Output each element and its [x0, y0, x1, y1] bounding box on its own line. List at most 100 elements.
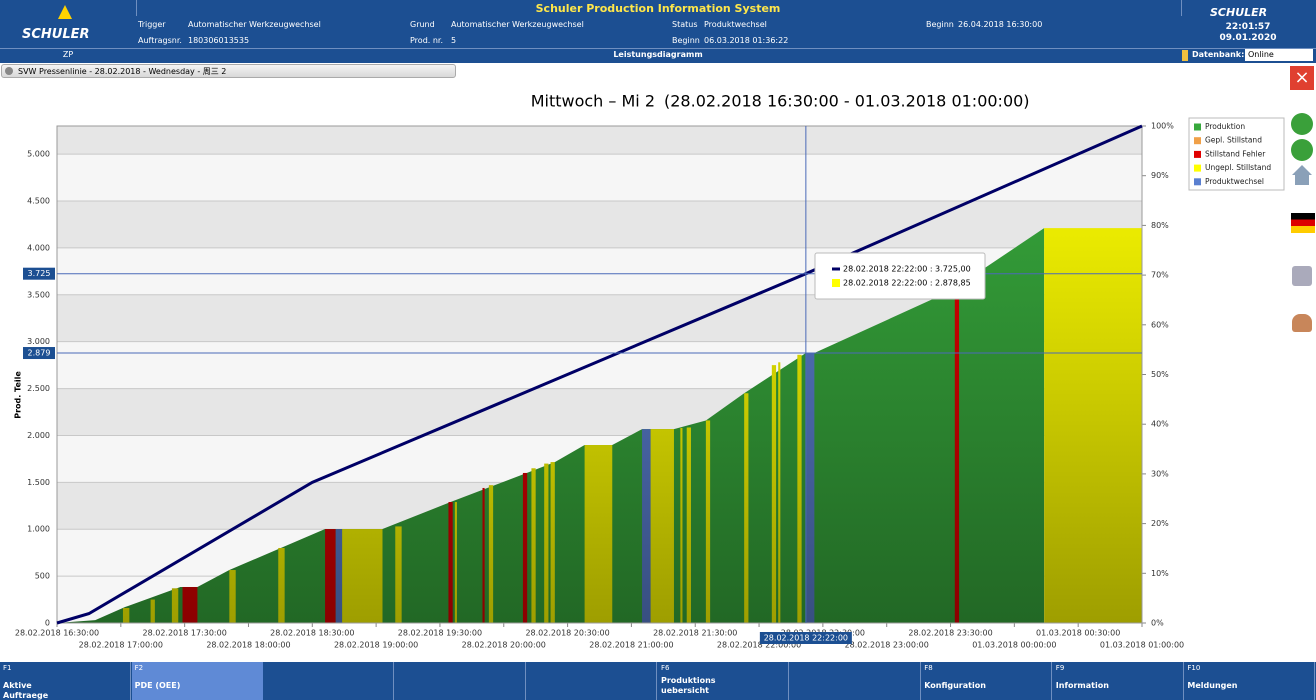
- stop-segment: [1044, 228, 1142, 623]
- y-tick-label: 2.000: [27, 431, 50, 440]
- y2-tick-label: 20%: [1151, 519, 1169, 528]
- field-value: 5: [451, 36, 457, 45]
- function-key-label: PDE (OEE): [134, 681, 181, 690]
- stop-segment: [744, 393, 749, 623]
- back-button[interactable]: [1291, 113, 1313, 135]
- logo-right: SCHULER: [1210, 6, 1268, 19]
- function-key-cell[interactable]: [1053, 662, 1184, 700]
- crosshair-label-box: [23, 267, 55, 280]
- function-key-cell[interactable]: [790, 662, 921, 700]
- stop-segment: [325, 529, 336, 623]
- tab[interactable]: [1, 64, 456, 78]
- chart: Mittwoch – Mi 2 (28.02.2018 16:30:00 - 0…: [14, 92, 1285, 650]
- legend-label: Produktwechsel: [1205, 177, 1264, 186]
- close-button[interactable]: ×: [1290, 66, 1314, 90]
- x-tick-label: 01.03.2018 00:30:00: [1036, 629, 1120, 638]
- y2-tick-label: 10%: [1151, 569, 1169, 578]
- stop-segment: [686, 427, 691, 623]
- x-tick-label: 28.02.2018 20:30:00: [525, 629, 609, 638]
- header-bar: [0, 0, 1316, 48]
- y-tick-label: 1.500: [27, 478, 50, 487]
- clock-date: 09.01.2020: [1219, 33, 1277, 43]
- function-key-label: Information: [1055, 681, 1109, 690]
- stop-segment: [522, 472, 528, 623]
- field-label: Trigger: [138, 20, 166, 29]
- logo-left: SCHULER: [22, 27, 90, 42]
- stop-segment: [171, 588, 179, 623]
- stop-segment: [778, 362, 781, 623]
- legend-swatch: [1194, 123, 1201, 131]
- x-tick-label: 28.02.2018 16:30:00: [15, 629, 99, 638]
- stop-segment: [122, 607, 130, 623]
- y2-tick-label: 90%: [1151, 171, 1169, 180]
- legend-swatch: [1194, 150, 1201, 158]
- x-tick-label: 28.02.2018 23:00:00: [845, 641, 929, 650]
- stop-segment: [182, 586, 198, 623]
- field-value: Produktwechsel: [704, 20, 767, 29]
- stop-segment: [395, 526, 402, 623]
- tooltip-text: 28.02.2018 22:22:00 : 2.878,85: [843, 279, 971, 288]
- function-key-cell[interactable]: [395, 662, 526, 700]
- function-key: F2: [134, 664, 144, 672]
- y-tick-label: 4.500: [27, 197, 50, 206]
- x-tick-label: 28.02.2018 18:30:00: [270, 629, 354, 638]
- section-label: Leistungsdiagramm: [613, 50, 703, 59]
- stop-segment: [650, 429, 674, 623]
- y2-tick-label: 100%: [1151, 122, 1174, 131]
- x-tick-label: 28.02.2018 20:00:00: [462, 641, 546, 650]
- legend-label: Gepl. Stillstand: [1205, 136, 1262, 145]
- app-title: Schuler Production Information System: [535, 2, 781, 15]
- x-tick-label: 28.02.2018 21:30:00: [653, 629, 737, 638]
- function-key-label: Produktions uebersicht: [661, 676, 716, 695]
- function-key-label: Aktive Auftraege: [3, 681, 49, 700]
- y2-tick-label: 30%: [1151, 469, 1169, 478]
- function-key-cell[interactable]: [0, 662, 131, 700]
- function-key-cell[interactable]: [658, 662, 789, 700]
- db-select[interactable]: Online: [1245, 49, 1313, 61]
- stop-segment: [448, 502, 453, 623]
- x-tick-label: 28.02.2018 17:30:00: [143, 629, 227, 638]
- legend-label: Ungepl. Stillstand: [1205, 163, 1271, 172]
- field-label: Beginn: [926, 20, 954, 29]
- stop-segment: [705, 420, 711, 623]
- stop-segment: [954, 290, 960, 623]
- y-tick-label: 3.500: [27, 290, 50, 299]
- function-key-cell[interactable]: [1184, 662, 1316, 700]
- field-value: 180306013535: [188, 36, 250, 45]
- tooltip-swatch: [832, 279, 840, 287]
- stop-segment: [584, 445, 613, 623]
- plot-frame: [56, 125, 1143, 624]
- function-key-cell[interactable]: [921, 662, 1053, 700]
- x-tick-label: 01.03.2018 00:00:00: [972, 641, 1056, 650]
- y-tick-label: 1.000: [27, 525, 50, 534]
- legend-swatch: [1194, 178, 1201, 186]
- stop-segment: [680, 427, 683, 623]
- chart-subtitle: (28.02.2018 16:30:00 - 01.03.2018 01:00:…: [664, 92, 1030, 111]
- function-key-label: Konfiguration: [924, 681, 986, 690]
- stop-segment: [550, 462, 555, 623]
- function-key-label: Meldungen: [1187, 681, 1238, 690]
- language-button[interactable]: [1291, 213, 1315, 233]
- stop-segment: [278, 547, 285, 623]
- x-tick-label: 28.02.2018 19:30:00: [398, 629, 482, 638]
- print-button[interactable]: [1292, 266, 1312, 286]
- stop-segment: [454, 502, 457, 623]
- field-value: Automatischer Werkzeugwechsel: [451, 20, 584, 29]
- stop-segment: [544, 463, 549, 623]
- users-button[interactable]: [1292, 314, 1312, 332]
- y-tick-label: 0: [45, 619, 50, 628]
- forward-button[interactable]: [1291, 139, 1313, 161]
- x-tick-label: 28.02.2018 23:30:00: [908, 629, 992, 638]
- tab-collapse[interactable]: [5, 67, 13, 75]
- target-line: [56, 124, 1143, 625]
- y-axis-label: Prod. Teile: [14, 371, 23, 419]
- y2-tick-label: 60%: [1151, 320, 1169, 329]
- function-key-active[interactable]: [131, 662, 263, 700]
- crosshair-label: 3.725: [28, 269, 51, 278]
- home-button[interactable]: [1292, 165, 1312, 185]
- crosshair-x-box: [759, 632, 852, 644]
- function-key-cell[interactable]: [263, 662, 395, 700]
- function-key-cell[interactable]: [526, 662, 658, 700]
- tooltip-text: 28.02.2018 22:22:00 : 3.725,00: [843, 265, 971, 274]
